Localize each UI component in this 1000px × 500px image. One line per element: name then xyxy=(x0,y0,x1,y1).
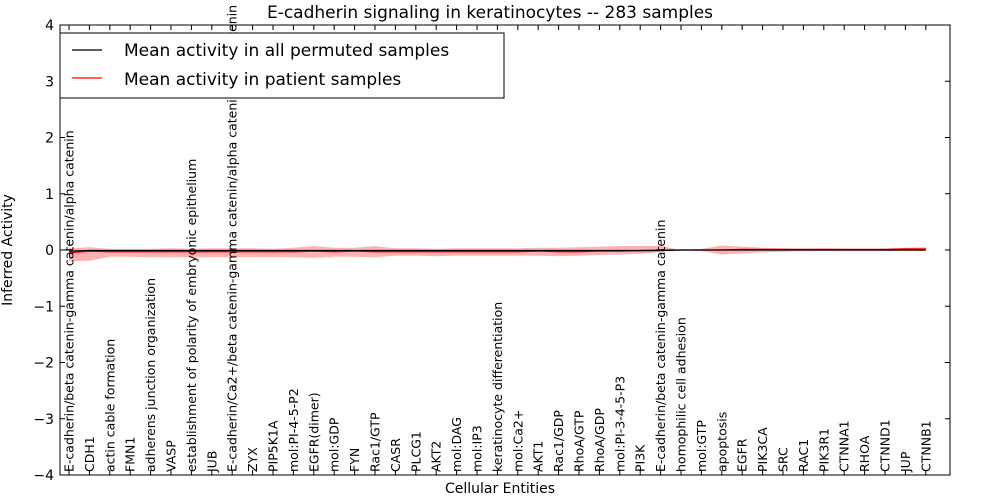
x-tick-label: E-cadherin/Ca2+/beta catenin-gamma caten… xyxy=(225,5,240,472)
x-tick-label: mol:IP3 xyxy=(470,425,485,472)
x-tick-label: RHOA xyxy=(857,435,872,472)
y-tick-label: 3 xyxy=(45,74,54,90)
x-tick-label: AKT1 xyxy=(531,441,546,472)
x-tick-label: E-cadherin/beta catenin-gamma catenin xyxy=(653,220,668,472)
x-tick-label: PI3K xyxy=(633,444,648,472)
x-tick-label: JUP xyxy=(898,451,913,473)
y-axis-ticks: −4 −3 −2 −1 0 1 2 3 4 xyxy=(33,18,950,484)
x-tick-label: establishment of polarity of embryonic e… xyxy=(184,159,199,472)
y-tick-label: −2 xyxy=(33,356,54,372)
x-tick-label: Rac1/GTP xyxy=(368,412,383,472)
x-tick-label: PIK3R1 xyxy=(816,428,831,472)
x-tick-label: mol:PI-3-4-5-P3 xyxy=(612,376,627,472)
legend: Mean activity in all permuted samples Me… xyxy=(59,32,505,99)
permuted-mean-line xyxy=(68,249,926,252)
x-tick-label: keratinocyte differentiation xyxy=(490,302,505,472)
x-tick-label: FMN1 xyxy=(123,437,138,472)
x-tick-label: EGFR xyxy=(735,438,750,472)
x-tick-label: Rac1/GDP xyxy=(551,410,566,472)
x-tick-label: homophilic cell adhesion xyxy=(674,317,689,472)
x-tick-label: JUB xyxy=(204,451,219,473)
y-tick-label: 0 xyxy=(45,243,54,259)
x-tick-label: apoptosis xyxy=(714,412,729,472)
x-tick-label: AKT2 xyxy=(429,441,444,472)
y-tick-label: 1 xyxy=(45,187,54,203)
x-tick-label: adherens junction organization xyxy=(143,278,158,472)
x-tick-label: EGFR(dimer) xyxy=(306,392,321,472)
series-lines xyxy=(68,248,926,254)
x-tick-label: RhoA/GDP xyxy=(592,408,607,472)
y-axis-label: Inferred Activity xyxy=(0,194,16,306)
x-tick-label: mol:GTP xyxy=(694,420,709,472)
y-tick-label: −1 xyxy=(33,299,54,315)
x-tick-label: ZYX xyxy=(245,447,260,472)
x-tick-label: CTNNA1 xyxy=(837,420,852,472)
legend-label-patient: Mean activity in patient samples xyxy=(124,70,401,90)
y-tick-label: −3 xyxy=(33,412,54,428)
x-tick-label: CTNND1 xyxy=(878,419,893,472)
x-tick-label: PIP5K1A xyxy=(266,420,281,472)
y-tick-label: 2 xyxy=(45,131,54,147)
x-tick-label: FYN xyxy=(347,448,362,472)
x-axis-label: Cellular Entities xyxy=(445,481,555,497)
x-tick-label: RAC1 xyxy=(796,439,811,472)
x-axis-ticks: E-cadherin/beta catenin-gamma catenin/al… xyxy=(62,5,933,475)
x-tick-label: mol:GDP xyxy=(327,417,342,472)
x-tick-label: RhoA/GTP xyxy=(572,410,587,472)
x-tick-label: actin cable formation xyxy=(102,339,117,472)
y-tick-label: −4 xyxy=(33,468,54,484)
x-tick-label: mol:Ca2+ xyxy=(510,410,525,472)
x-tick-label: PLCG1 xyxy=(408,431,423,472)
x-tick-label: CDH1 xyxy=(82,436,97,472)
x-tick-label: SRC xyxy=(776,447,791,472)
chart-title: E-cadherin signaling in keratinocytes --… xyxy=(267,3,713,23)
x-tick-label: mol:PI-4-5-P2 xyxy=(286,388,301,472)
x-tick-label: CTNNB1 xyxy=(918,420,933,472)
x-tick-label: PIK3CA xyxy=(755,427,770,472)
x-tick-label: VASP xyxy=(164,440,179,472)
legend-box xyxy=(59,32,505,99)
legend-label-permuted: Mean activity in all permuted samples xyxy=(124,41,449,61)
x-tick-label: CASR xyxy=(388,438,403,472)
y-tick-label: 4 xyxy=(45,18,54,34)
x-tick-label: E-cadherin/beta catenin-gamma catenin/al… xyxy=(62,130,77,472)
x-tick-label: mol:DAG xyxy=(449,417,464,472)
